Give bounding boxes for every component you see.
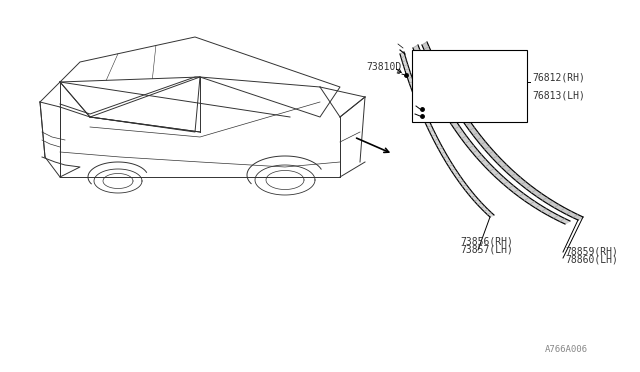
Polygon shape — [413, 45, 570, 224]
Text: 73856(RH): 73856(RH) — [460, 236, 513, 246]
Text: 78859(RH): 78859(RH) — [565, 246, 618, 256]
Polygon shape — [422, 42, 583, 220]
FancyBboxPatch shape — [412, 50, 527, 122]
Text: 73810D: 73810D — [366, 62, 402, 72]
Text: 76812E: 76812E — [430, 110, 465, 120]
Text: 76813(LH): 76813(LH) — [532, 90, 585, 100]
Polygon shape — [400, 52, 494, 217]
Text: 76812(RH): 76812(RH) — [532, 72, 585, 82]
Text: A766A006: A766A006 — [545, 345, 588, 354]
Text: 73857(LH): 73857(LH) — [460, 244, 513, 254]
Text: 73812A: 73812A — [430, 103, 465, 113]
Text: 78860(LH): 78860(LH) — [565, 254, 618, 264]
